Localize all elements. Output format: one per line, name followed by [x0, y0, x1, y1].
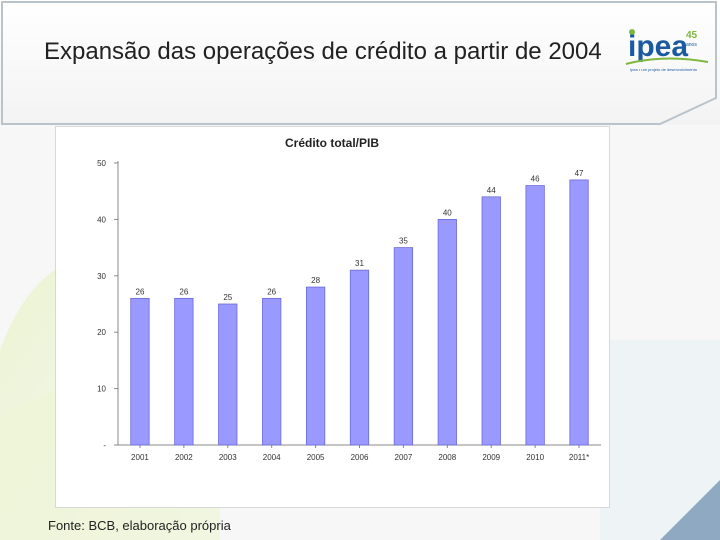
- y-tick-label: 10: [97, 385, 106, 394]
- bar: [437, 219, 457, 446]
- bar: [481, 196, 501, 446]
- data-label: 31: [355, 259, 364, 268]
- chart-axes: - 10 20 30 40 50 2001 2002 2003 2004 2005 2006 2007 2…: [97, 159, 601, 462]
- data-label: 47: [575, 169, 584, 178]
- slide-header: [0, 0, 720, 125]
- data-label: 44: [487, 186, 496, 195]
- chart-title: Crédito total/PIB: [285, 136, 379, 150]
- bar: [349, 269, 370, 446]
- bar: [569, 179, 589, 446]
- logo-anos: anos: [686, 42, 697, 48]
- x-tick-label: 2011*: [569, 453, 589, 462]
- x-tick-label: 2003: [219, 453, 237, 462]
- y-tick-label: 30: [97, 272, 106, 281]
- chart-bars: 26 26 25 26 28 31 35 40 44 46 47: [130, 169, 589, 446]
- bar: [305, 286, 326, 446]
- bar: [174, 297, 194, 446]
- logo-dot: [629, 29, 635, 35]
- x-tick-label: 2004: [263, 453, 281, 462]
- y-tick-label: 20: [97, 328, 106, 337]
- y-tick-label: -: [103, 441, 106, 450]
- source-note: Fonte: BCB, elaboração própria: [48, 518, 231, 533]
- x-tick-label: 2005: [307, 453, 325, 462]
- bar: [393, 247, 414, 446]
- x-tick-label: 2001: [131, 453, 149, 462]
- data-label: 26: [136, 287, 145, 296]
- data-label: 26: [267, 287, 276, 296]
- bar: [218, 303, 238, 446]
- logo-text: ipea: [628, 30, 688, 63]
- x-tick-label: 2002: [175, 453, 193, 462]
- logo-anniversary: 45: [686, 30, 698, 41]
- bar: [262, 297, 282, 446]
- x-tick-label: 2010: [526, 453, 544, 462]
- logo-tagline: Ipea • um projeto de desenvolvimento: [630, 67, 698, 72]
- bar: [525, 185, 545, 446]
- x-tick-label: 2006: [351, 453, 369, 462]
- slide-title: Expansão das operações de crédito a part…: [44, 38, 602, 65]
- x-tick-label: 2009: [482, 453, 500, 462]
- data-label: 40: [443, 208, 452, 217]
- x-tick-label: 2008: [438, 453, 456, 462]
- bar: [130, 297, 150, 446]
- chart-container: Crédito total/PIB - 10 20 30 40 50 2001 2002 200…: [55, 126, 610, 508]
- header-frame: [1, 1, 717, 125]
- data-label: 46: [531, 175, 540, 184]
- data-label: 25: [223, 293, 232, 302]
- data-label: 35: [399, 237, 408, 246]
- credit-gdp-bar-chart: Crédito total/PIB - 10 20 30 40 50 2001 2002 200…: [97, 136, 601, 462]
- data-label: 26: [179, 287, 188, 296]
- ipea-logo: ipea 45 anos Ipea • um projeto de desenv…: [625, 29, 709, 72]
- y-tick-label: 40: [97, 215, 106, 224]
- data-label: 28: [311, 276, 320, 285]
- x-tick-label: 2007: [395, 453, 413, 462]
- y-tick-label: 50: [97, 159, 106, 168]
